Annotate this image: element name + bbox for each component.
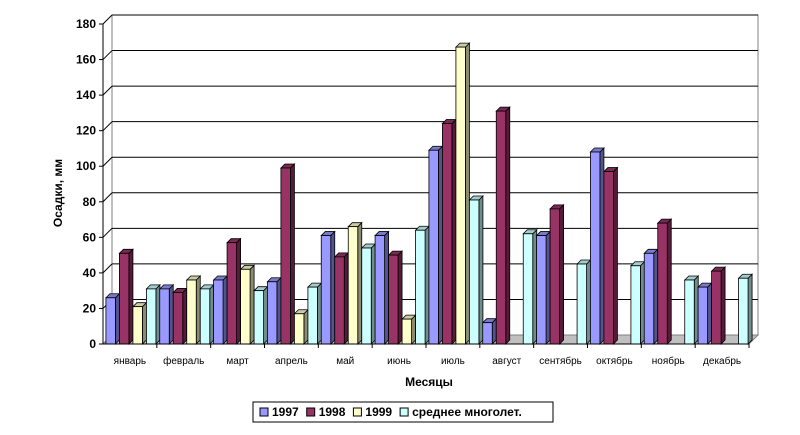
y-tick-label: 120	[76, 124, 96, 138]
bar-1997-6	[427, 145, 444, 345]
tick-labels: 0 20 40 60 80 100 120 140 160 180 январь февраль мар…	[76, 17, 741, 367]
bar-1997-1	[158, 283, 175, 345]
bar-1997-11	[697, 282, 713, 345]
x-tick-label: сентябрь	[539, 355, 582, 367]
bar-1998-3	[279, 163, 296, 345]
bar-1997-0	[104, 292, 121, 345]
y-tick-label: 40	[83, 266, 97, 280]
gridline-side	[102, 121, 113, 132]
axes	[99, 23, 750, 348]
bar-среднее-многолет-10	[683, 275, 700, 345]
legend-label: 1998	[319, 405, 346, 419]
bar-1998-11	[710, 266, 727, 345]
bar-1999-2	[239, 264, 256, 345]
gridline-side	[102, 50, 113, 60]
bar-1997-8	[535, 230, 552, 345]
bar-среднее-многолет-8	[576, 259, 592, 345]
x-tick-label: февраль	[163, 355, 204, 367]
x-axis-title: Месяцы	[405, 375, 453, 389]
bar-среднее-многолет-5	[414, 225, 431, 345]
x-tick-label: июнь	[387, 356, 411, 367]
legend-swatch	[399, 407, 409, 417]
x-tick-label: май	[336, 356, 354, 367]
bar-среднее-многолет-6	[468, 195, 484, 345]
bar-1998-6	[441, 118, 457, 345]
legend-label: 1999	[365, 405, 392, 419]
bar-1998-8	[549, 203, 565, 345]
gridline-side	[102, 156, 113, 167]
x-tick-label: ноябрь	[652, 355, 685, 367]
bar-1998-7	[495, 106, 511, 345]
bar-1998-4	[333, 251, 350, 345]
bar-1998-9	[602, 166, 619, 345]
bar-среднее-многолет-7	[522, 228, 538, 345]
y-tick-label: 160	[76, 53, 96, 67]
y-axis-title: Осадки, мм	[51, 159, 65, 227]
bars	[104, 42, 754, 345]
y-tick-label: 60	[83, 230, 97, 244]
y-tick-label: 0	[89, 337, 96, 351]
bar-1999-3	[293, 308, 309, 345]
bar-среднее-многолет-2	[253, 285, 269, 345]
gridline-side	[102, 14, 113, 25]
bar-1999-5	[401, 314, 417, 345]
gridline-side	[102, 85, 113, 96]
bar-1997-3	[266, 276, 282, 345]
y-tick-label: 20	[83, 301, 97, 315]
x-tick-label: июль	[441, 356, 465, 367]
y-tick-label: 180	[76, 17, 96, 31]
legend-swatch	[352, 407, 362, 417]
y-tick-label: 140	[76, 88, 96, 102]
bar-1997-10	[643, 248, 659, 345]
bar-1999-0	[131, 301, 148, 345]
bar-среднее-многолет-11	[737, 273, 754, 345]
legend-item: 1999	[352, 405, 392, 419]
bar-1998-10	[656, 218, 673, 345]
legend-label: 1997	[272, 405, 299, 419]
bar-1998-2	[226, 237, 242, 345]
legend-swatch	[306, 407, 316, 417]
legend-item: 1998	[306, 405, 346, 419]
legend-swatch	[259, 407, 269, 417]
bar-среднее-многолет-3	[306, 282, 323, 345]
x-tick-label: апрель	[275, 356, 308, 367]
x-tick-label: октябрь	[596, 355, 633, 367]
legend-item: 1997	[259, 405, 299, 419]
bar-1997-7	[481, 317, 498, 345]
x-tick-label: август	[492, 356, 521, 367]
bar-среднее-многолет-0	[145, 283, 161, 345]
bar-среднее-многолет-4	[360, 243, 377, 345]
legend-item: среднее многолет.	[399, 405, 522, 419]
legend: 1997 1998 1999 среднее многолет.	[252, 401, 554, 423]
x-tick-label: март	[226, 356, 249, 367]
gridline-side	[102, 263, 113, 274]
bar-среднее-многолет-9	[629, 260, 646, 345]
bar-1999-6	[454, 42, 471, 345]
bar-1997-5	[374, 230, 390, 345]
gridline-side	[102, 192, 113, 203]
bar-1998-1	[172, 287, 188, 345]
bar-1997-9	[589, 147, 605, 345]
bar-1997-2	[212, 275, 229, 345]
bar-1998-5	[387, 250, 404, 345]
bar-1999-1	[185, 275, 202, 345]
legend-label: среднее многолет.	[412, 405, 522, 419]
y-tick-label: 100	[76, 159, 96, 173]
y-tick-label: 80	[83, 195, 97, 209]
bar-1997-4	[320, 230, 336, 345]
gridline-side	[102, 227, 113, 238]
x-tick-label: декабрь	[703, 355, 741, 367]
bar-1999-4	[347, 221, 363, 345]
bar-1998-0	[118, 248, 134, 345]
bar-среднее-многолет-1	[199, 283, 215, 345]
x-tick-label: январь	[114, 356, 146, 367]
